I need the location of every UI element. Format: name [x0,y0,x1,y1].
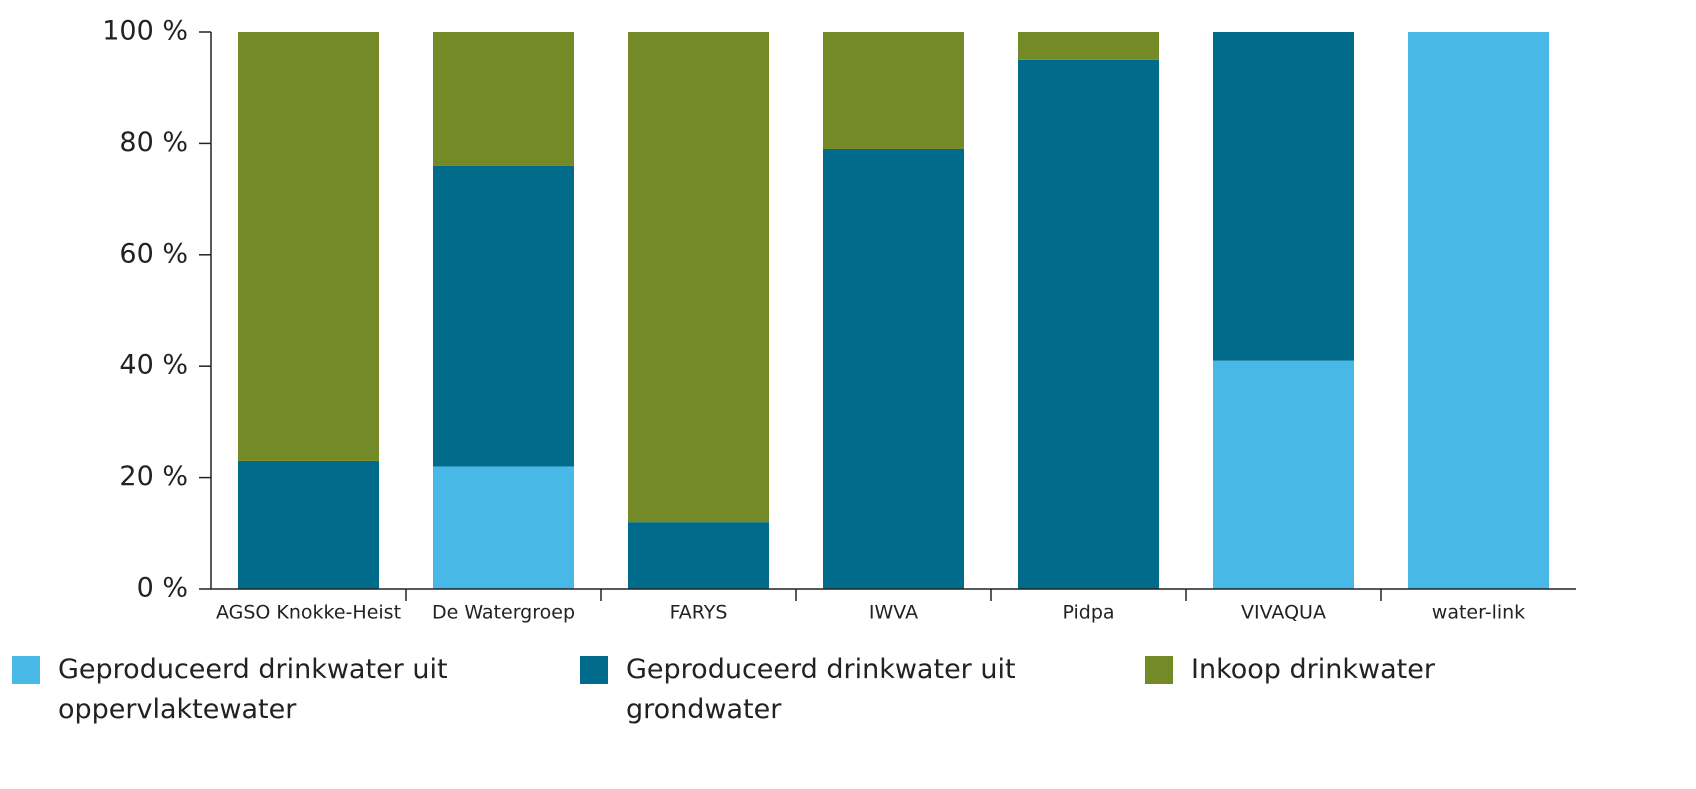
bar-segment [628,522,769,589]
bar-segment [1213,360,1354,589]
legend-swatch [1145,656,1173,684]
legend-item: Geproduceerd drinkwater uit grondwater [580,650,1056,730]
legend-label: Geproduceerd drinkwater uit oppervlaktew… [58,654,448,725]
y-tick-label: 100 % [102,16,188,47]
bar-segment [1213,32,1354,361]
legend-swatch [12,656,40,684]
y-tick-label: 20 % [119,461,188,492]
x-tick-label: IWVA [869,602,918,624]
chart: 0 % 20 % 40 % 60 % 80 % 100 % AGSO Knokke-Heis… [102,16,1576,624]
y-tick-label: 60 % [119,238,188,269]
bar-segment [238,32,379,461]
y-tick-label: 40 % [119,350,188,381]
legend-label: Inkoop drinkwater [1191,654,1435,685]
bar-segment [1018,59,1159,590]
bar-segment [1018,32,1159,60]
bar-segment [1408,32,1549,589]
x-tick-label: water-link [1432,602,1525,624]
x-tick-label: De Watergroep [432,602,575,624]
bar-segment [823,32,964,149]
y-tick-label: 0 % [137,573,188,604]
legend-item: Inkoop drinkwater [1145,650,1621,690]
bar-segment [433,165,574,467]
legend-swatch [580,656,608,684]
y-tick-label: 80 % [119,127,188,158]
x-tick-label: Pidpa [1062,602,1114,624]
x-tick-label: AGSO Knokke-Heist [216,602,401,624]
bar-segment [823,148,964,589]
legend-item: Geproduceerd drinkwater uit oppervlaktew… [12,650,488,730]
x-tick-label: FARYS [670,602,728,624]
bar-segment [433,32,574,166]
legend-label: Geproduceerd drinkwater uit grondwater [626,654,1016,725]
bar-segment [628,32,769,523]
bar-segment [238,460,379,589]
x-tick-label: VIVAQUA [1241,602,1326,624]
bar-segment [433,466,574,589]
